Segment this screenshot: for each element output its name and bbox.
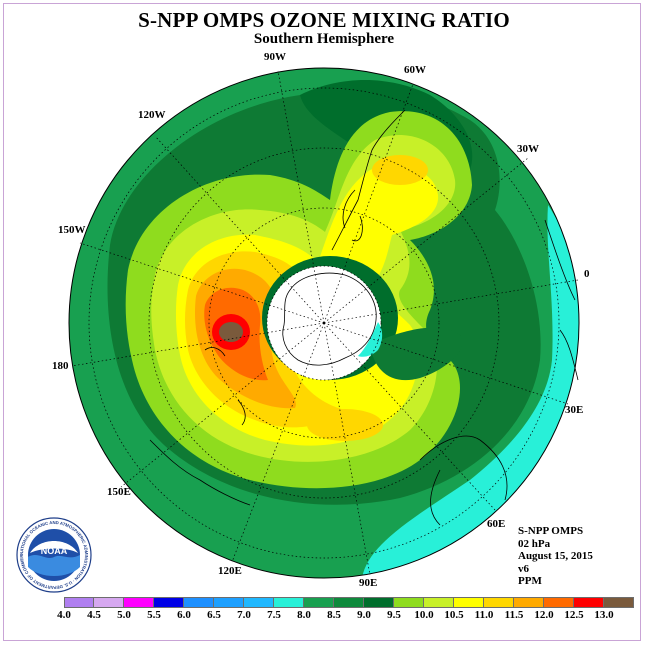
color-scale-swatch [154,597,184,608]
color-scale-swatch [604,597,634,608]
noaa-logo: NATIONAL OCEANIC AND ATMOSPHERIC ADMINIS… [16,517,92,593]
lon-label-120e: 120E [218,565,242,577]
lon-label-180: 180 [52,360,69,372]
color-scale-swatch [124,597,154,608]
map-boundary [68,67,580,579]
lon-label-30w: 30W [517,143,539,155]
field-11-0-east [307,409,383,441]
version-label: v6 [518,562,529,575]
product-info: S-NPP OMPS 02 hPa August 15, 2015 v6 PPM [518,525,593,588]
color-scale-swatch [304,597,334,608]
page-title: S-NPP OMPS OZONE MIXING RATIO [138,8,510,32]
south-america-coast [331,109,406,251]
antarctica-coast [282,272,377,366]
color-scale-swatch [514,597,544,608]
color-scale-tick-label: 5.5 [147,609,161,621]
lon-label-90w: 90W [264,51,286,63]
pressure-level: 02 hPa [518,537,551,550]
color-scale-ticks: 4.0 4.5 5.0 5.5 6.0 6.5 7.0 7.5 8.0 8.5 9.0 9.5 10.0… [49,609,619,623]
color-scale-tick-label: 5.0 [117,609,131,621]
color-scale-tick-label: 13.0 [594,609,614,621]
units-label: PPM [518,575,542,587]
color-scale-swatch [64,597,94,608]
lon-label-150e: 150E [107,486,131,498]
color-scale-swatch [94,597,124,608]
graticule [71,70,579,576]
instrument-label: S-NPP OMPS [518,525,584,537]
color-scale-tick-label: 10.0 [414,609,434,621]
lon-label-90e: 90E [359,577,378,589]
color-scale-tick-label: 7.5 [267,609,281,621]
indonesia-coast [149,439,251,506]
australia-coast [419,435,508,526]
lon-label-30e: 30E [565,404,584,416]
color-scale-swatch [454,597,484,608]
color-scale-swatch [214,597,244,608]
color-scale-swatch [424,597,454,608]
field-11-0-north [372,155,428,185]
image-frame [3,3,641,641]
color-scale-swatch [544,597,574,608]
color-scale-tick-label: 8.5 [327,609,341,621]
color-scale-tick-label: 9.0 [357,609,371,621]
lon-label-120w: 120W [138,109,166,121]
coastlines [149,109,579,526]
color-scale-tick-label: 8.0 [297,609,311,621]
color-scale-tick-label: 12.5 [564,609,584,621]
lon-label-60e: 60E [487,518,506,530]
color-scale-swatch [394,597,424,608]
field-7-5-cap [358,322,383,357]
color-scale-swatch [364,597,394,608]
page-subtitle: Southern Hemisphere [253,31,395,47]
color-scale-tick-label: 4.5 [87,609,101,621]
color-scale-tick-label: 10.5 [444,609,464,621]
observation-date: August 15, 2015 [518,550,593,562]
africa-coast [544,219,579,381]
color-scale-tick-label: 9.5 [387,609,401,621]
logo-text: NOAA [41,546,68,556]
field-13-0 [219,322,243,342]
color-scale-swatch [184,597,214,608]
new-zealand-coast [204,347,246,426]
color-scale-swatch [334,597,364,608]
color-scale-tick-label: 6.5 [207,609,221,621]
color-scale-tick-label: 11.5 [504,609,524,621]
color-scale-tick-label: 4.0 [57,609,71,621]
color-scale-tick-label: 7.0 [237,609,251,621]
color-scale-tick-label: 6.0 [177,609,191,621]
color-scale-tick-label: 12.0 [534,609,554,621]
lon-label-150w: 150W [58,224,86,236]
lon-label-60w: 60W [404,64,426,76]
color-scale-swatch [274,597,304,608]
color-scale-swatch [484,597,514,608]
color-scale-tick-label: 11.0 [474,609,494,621]
color-scale-swatch [244,597,274,608]
lon-label-0: 0 [584,268,590,280]
color-scale [64,597,634,608]
color-scale-swatch [574,597,604,608]
